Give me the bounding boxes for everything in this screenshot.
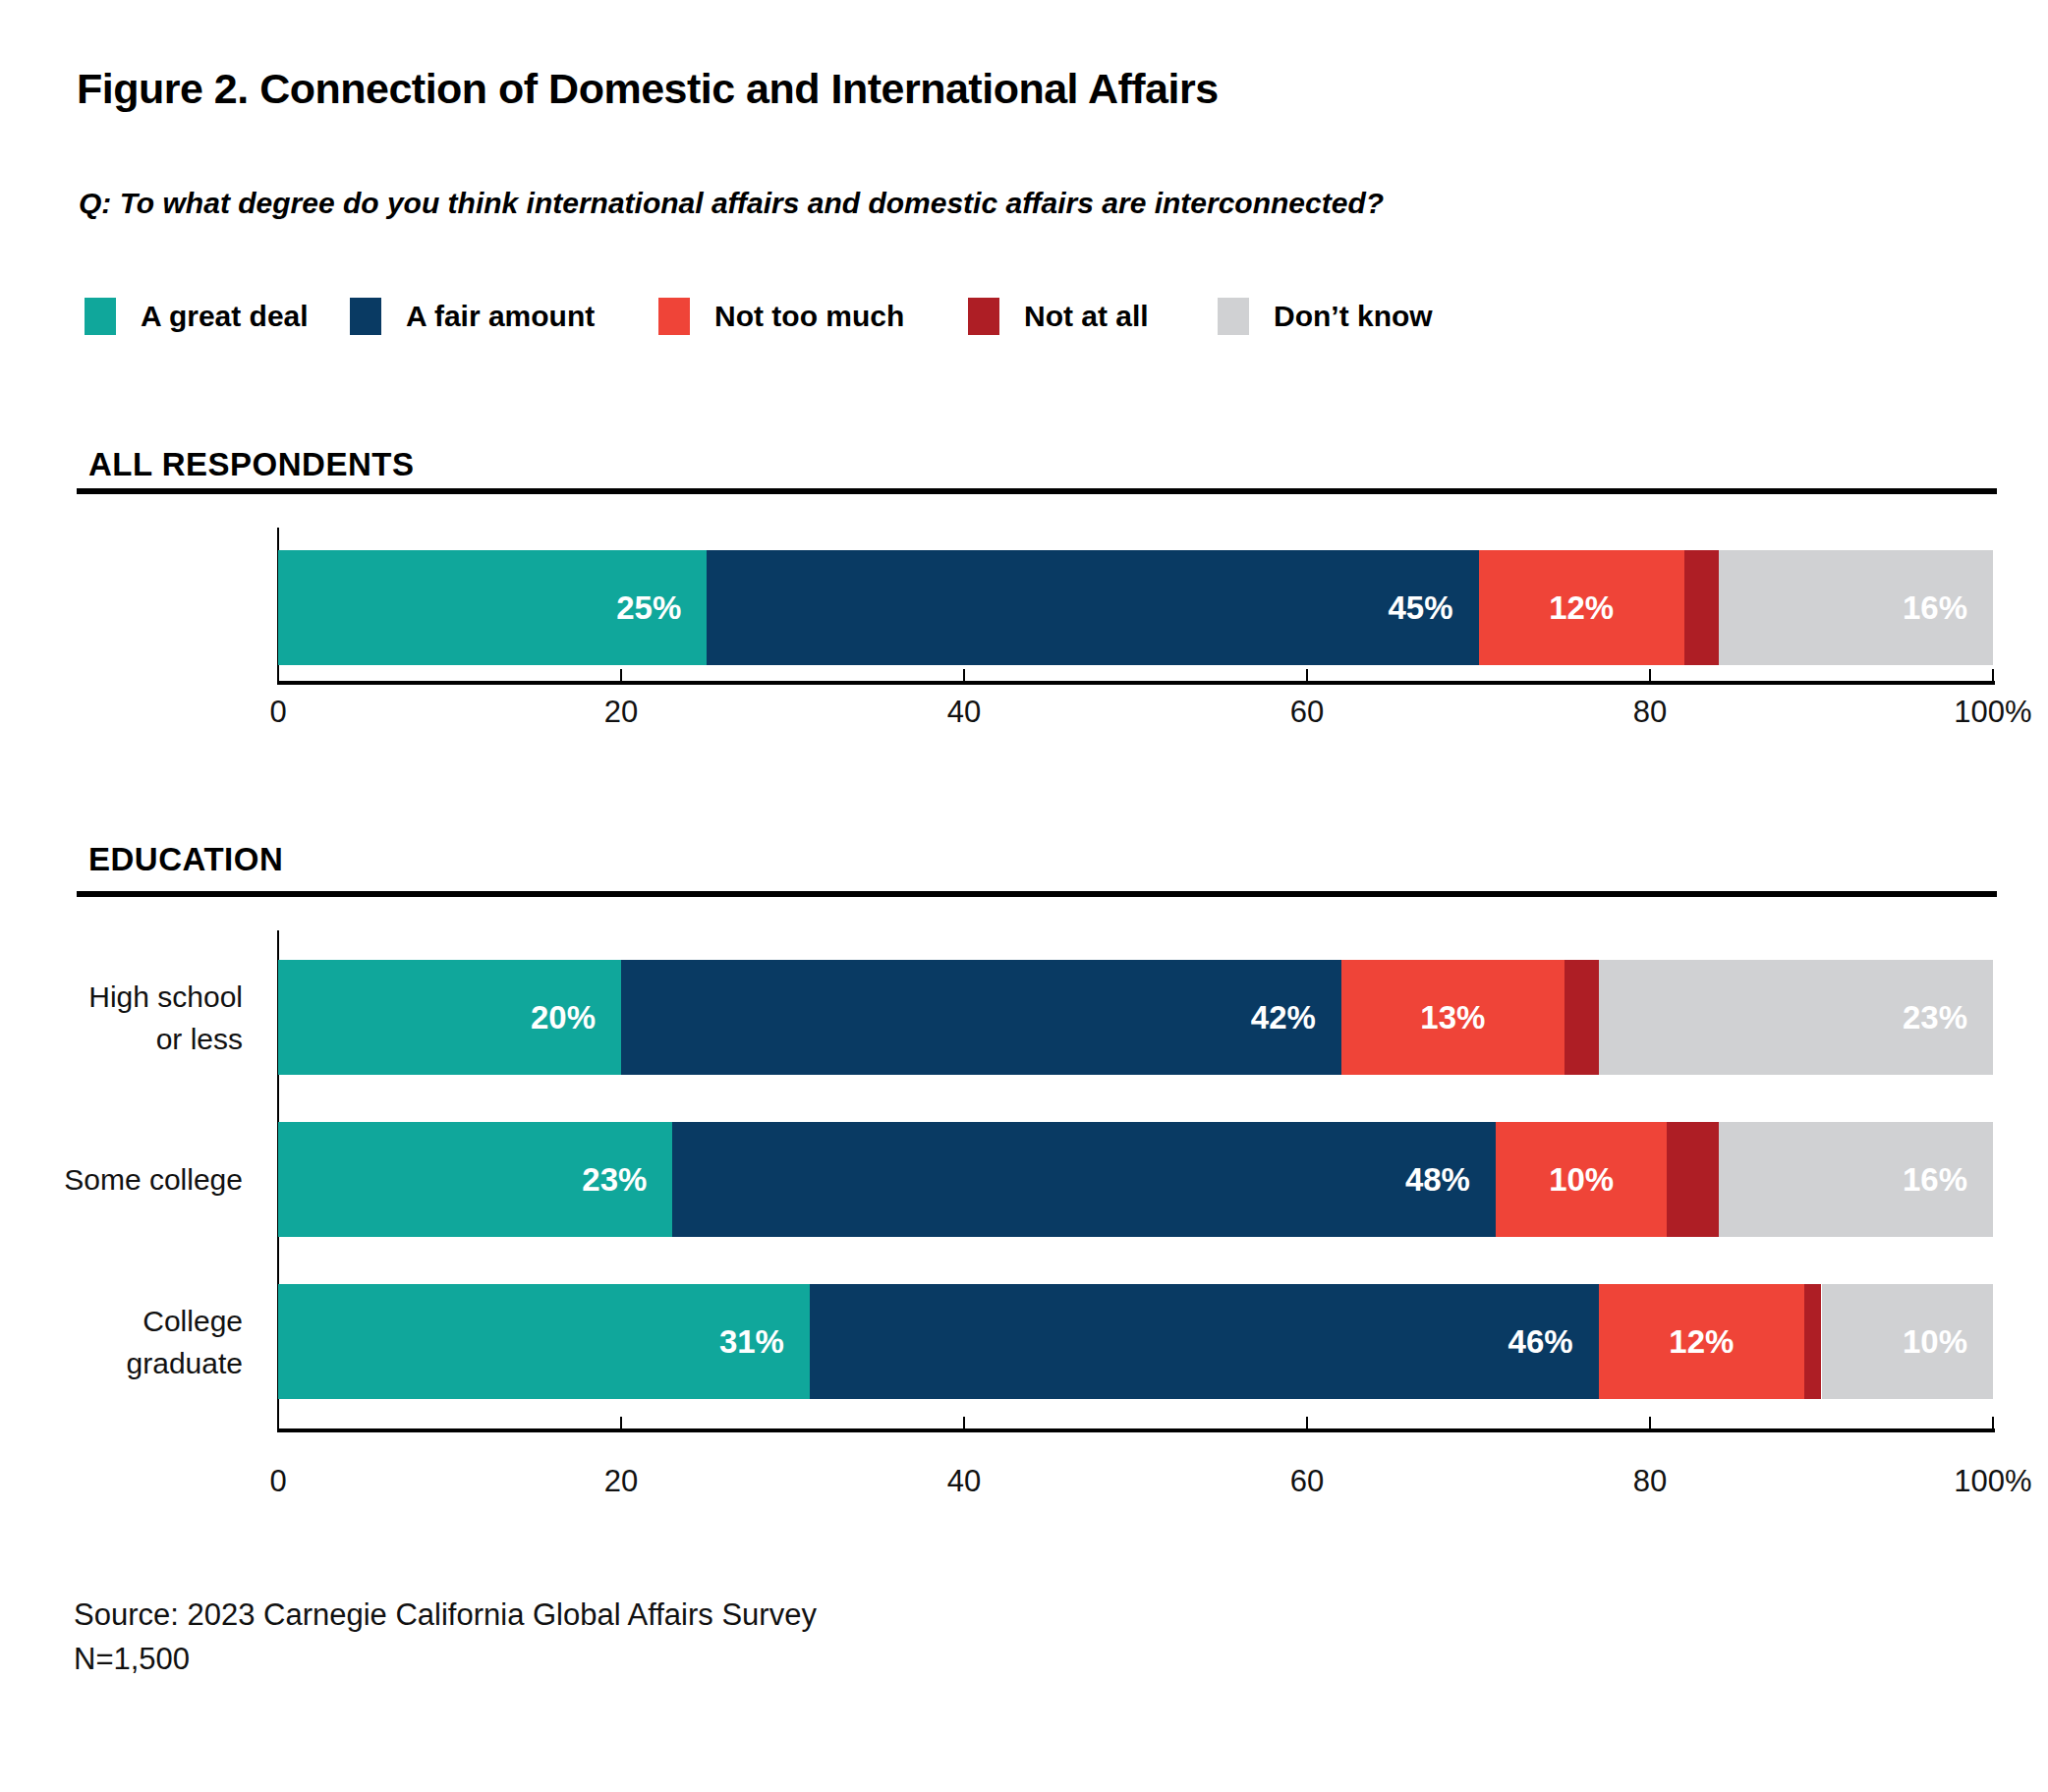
x-axis-tick (1306, 1417, 1308, 1428)
x-axis-tick-label: 40 (895, 695, 1033, 730)
x-axis-tick (1992, 669, 1994, 681)
x-axis-tick (963, 1417, 965, 1428)
x-axis-tick (1306, 669, 1308, 681)
bar-segment: 16% (1719, 550, 1993, 665)
x-axis-tick (620, 669, 622, 681)
bar-segment: 12% (1479, 550, 1684, 665)
legend-swatch (350, 298, 381, 335)
sample-size-note: N=1,500 (74, 1642, 190, 1677)
x-axis-tick-label: 0 (209, 1464, 347, 1499)
category-label: High schoolor less (0, 976, 243, 1060)
bar-row: 20% 42% 13% 23% (278, 960, 1993, 1075)
legend-item: Not at all (968, 298, 1149, 335)
bar-segment: 46% (810, 1284, 1599, 1399)
bar-row: 23% 48% 10% 16% (278, 1122, 1993, 1237)
legend: A great deal A fair amount Not too much Not… (0, 298, 2048, 337)
legend-label: Not at all (1024, 300, 1149, 333)
x-axis-tick (1649, 1417, 1651, 1428)
bar-value-label: 25% (616, 589, 681, 627)
bar-segment: 31% (278, 1284, 810, 1399)
x-axis-line (278, 1428, 1995, 1432)
bar-value-label: 46% (1508, 1323, 1573, 1361)
bar-segment: 20% (278, 960, 621, 1075)
x-axis-tick-label: 20 (552, 695, 690, 730)
x-axis-tick (1649, 669, 1651, 681)
legend-swatch (1218, 298, 1249, 335)
x-axis-tick-label: 100% (1924, 695, 2048, 730)
x-axis-tick-label: 40 (895, 1464, 1033, 1499)
bar-segment: 16% (1719, 1122, 1993, 1237)
x-axis-tick-label: 80 (1581, 1464, 1719, 1499)
legend-swatch (85, 298, 116, 335)
bar-segment: 25% (278, 550, 707, 665)
bar-value-label: 23% (1903, 999, 1967, 1036)
bar-segment: 13% (1341, 960, 1564, 1075)
bar-value-label: 45% (1388, 589, 1452, 627)
legend-swatch (968, 298, 999, 335)
bar-value-label: 20% (531, 999, 596, 1036)
bar-segment: 23% (1599, 960, 1993, 1075)
x-axis-tick-label: 20 (552, 1464, 690, 1499)
section-rule-education (77, 891, 1997, 897)
x-axis-tick-label: 80 (1581, 695, 1719, 730)
bar-value-label: 12% (1669, 1323, 1734, 1361)
bar-segment (1667, 1122, 1718, 1237)
bar-value-label: 12% (1549, 589, 1614, 627)
bar-segment: 45% (707, 550, 1478, 665)
bar-segment: 12% (1599, 1284, 1804, 1399)
x-axis-tick-label: 100% (1924, 1464, 2048, 1499)
legend-item: A great deal (85, 298, 309, 335)
bar-value-label: 13% (1420, 999, 1485, 1036)
source-note: Source: 2023 Carnegie California Global … (74, 1597, 817, 1633)
legend-swatch (658, 298, 690, 335)
bar-segment: 23% (278, 1122, 672, 1237)
bar-value-label: 16% (1903, 1161, 1967, 1199)
bar-segment (1684, 550, 1719, 665)
bar-segment (1564, 960, 1599, 1075)
bar-value-label: 10% (1549, 1161, 1614, 1199)
category-label: Some college (0, 1158, 243, 1201)
bar-segment: 48% (672, 1122, 1496, 1237)
x-axis-tick-label: 0 (209, 695, 347, 730)
legend-item: Don’t know (1218, 298, 1433, 335)
bar-segment: 10% (1822, 1284, 1994, 1399)
legend-item: Not too much (658, 298, 904, 335)
section-rule-all-respondents (77, 488, 1997, 494)
x-axis-line (278, 681, 1995, 685)
bar-value-label: 10% (1903, 1323, 1967, 1361)
x-axis-tick (620, 1417, 622, 1428)
bar-value-label: 23% (582, 1161, 647, 1199)
x-axis-tick (1992, 1417, 1994, 1428)
bar-value-label: 16% (1903, 589, 1967, 627)
bar-row: 25% 45% 12% 16% (278, 550, 1993, 665)
legend-label: A great deal (141, 300, 309, 333)
x-axis-tick-label: 60 (1238, 695, 1376, 730)
x-axis-tick (963, 669, 965, 681)
category-label: Collegegraduate (0, 1300, 243, 1384)
bar-segment: 10% (1496, 1122, 1668, 1237)
legend-label: Don’t know (1274, 300, 1433, 333)
bar-segment: 42% (621, 960, 1341, 1075)
bar-segment (1804, 1284, 1821, 1399)
legend-label: Not too much (714, 300, 904, 333)
figure-title: Figure 2. Connection of Domestic and Int… (77, 65, 1219, 113)
x-axis-tick-label: 60 (1238, 1464, 1376, 1499)
section-label-education: EDUCATION (88, 841, 283, 878)
bar-value-label: 31% (719, 1323, 784, 1361)
legend-label: A fair amount (406, 300, 595, 333)
bar-value-label: 42% (1251, 999, 1316, 1036)
legend-item: A fair amount (350, 298, 595, 335)
bar-row: 31% 46% 12% 10% (278, 1284, 1993, 1399)
survey-question: Q: To what degree do you think internati… (79, 187, 1384, 220)
section-label-all-respondents: ALL RESPONDENTS (88, 446, 414, 483)
bar-value-label: 48% (1405, 1161, 1470, 1199)
